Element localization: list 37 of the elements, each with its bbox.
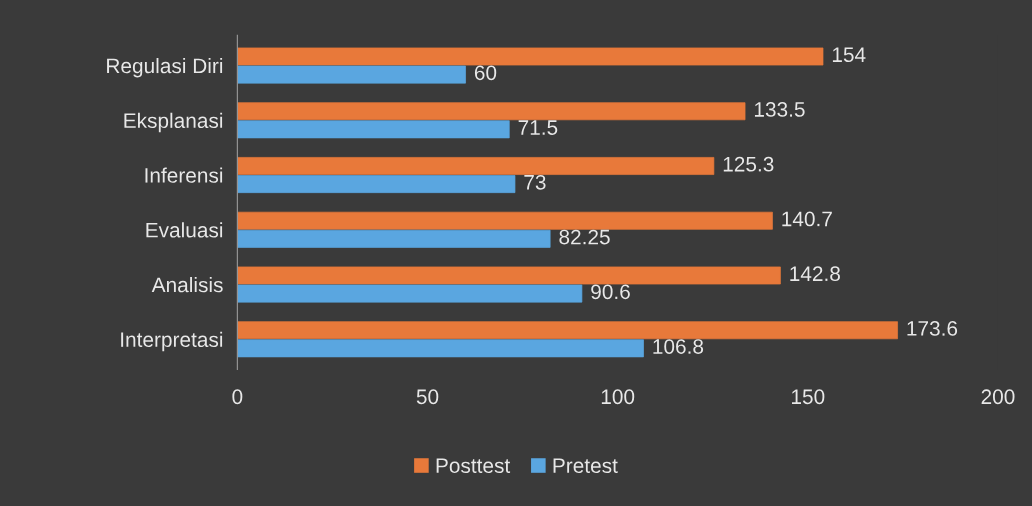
bar bbox=[237, 321, 898, 340]
bar bbox=[237, 211, 773, 230]
data-label: 73 bbox=[524, 174, 546, 190]
bar bbox=[237, 47, 824, 66]
data-label: 125.3 bbox=[723, 156, 774, 172]
bar bbox=[237, 284, 583, 303]
data-label: 140.7 bbox=[782, 211, 832, 227]
bar bbox=[237, 65, 466, 84]
y-tick-label: Eksplanasi bbox=[124, 112, 223, 133]
legend-label: Pretest bbox=[553, 458, 618, 474]
bar bbox=[237, 102, 746, 121]
y-tick-label: Analisis bbox=[151, 276, 223, 293]
x-tick-label: 0 bbox=[232, 389, 243, 405]
bar bbox=[237, 339, 644, 358]
data-label: 173.6 bbox=[907, 321, 958, 336]
bar bbox=[237, 229, 551, 248]
x-tick-label: 50 bbox=[416, 389, 439, 405]
x-tick-label: 200 bbox=[981, 389, 1015, 405]
data-label: 133.5 bbox=[754, 102, 805, 117]
y-tick-label: Evaluasi bbox=[146, 222, 223, 238]
data-label: 60 bbox=[474, 65, 497, 81]
data-label: 71.5 bbox=[518, 120, 558, 135]
data-label: 106.8 bbox=[653, 339, 704, 354]
data-label: 90.6 bbox=[591, 284, 630, 300]
data-label: 142.8 bbox=[790, 266, 840, 282]
bar bbox=[237, 120, 510, 139]
data-label: 82.25 bbox=[559, 229, 610, 245]
bar bbox=[237, 266, 781, 285]
x-tick-label: 150 bbox=[792, 389, 825, 405]
legend-label: Posttest bbox=[436, 458, 511, 474]
y-tick-label: Inferensi bbox=[145, 167, 223, 183]
data-label: 154 bbox=[832, 47, 866, 63]
bar bbox=[237, 157, 715, 175]
y-tick-label: Interpretasi bbox=[121, 331, 223, 352]
x-tick-label: 100 bbox=[601, 389, 635, 405]
bar bbox=[237, 175, 516, 193]
y-tick-label: Regulasi Diri bbox=[107, 57, 223, 78]
